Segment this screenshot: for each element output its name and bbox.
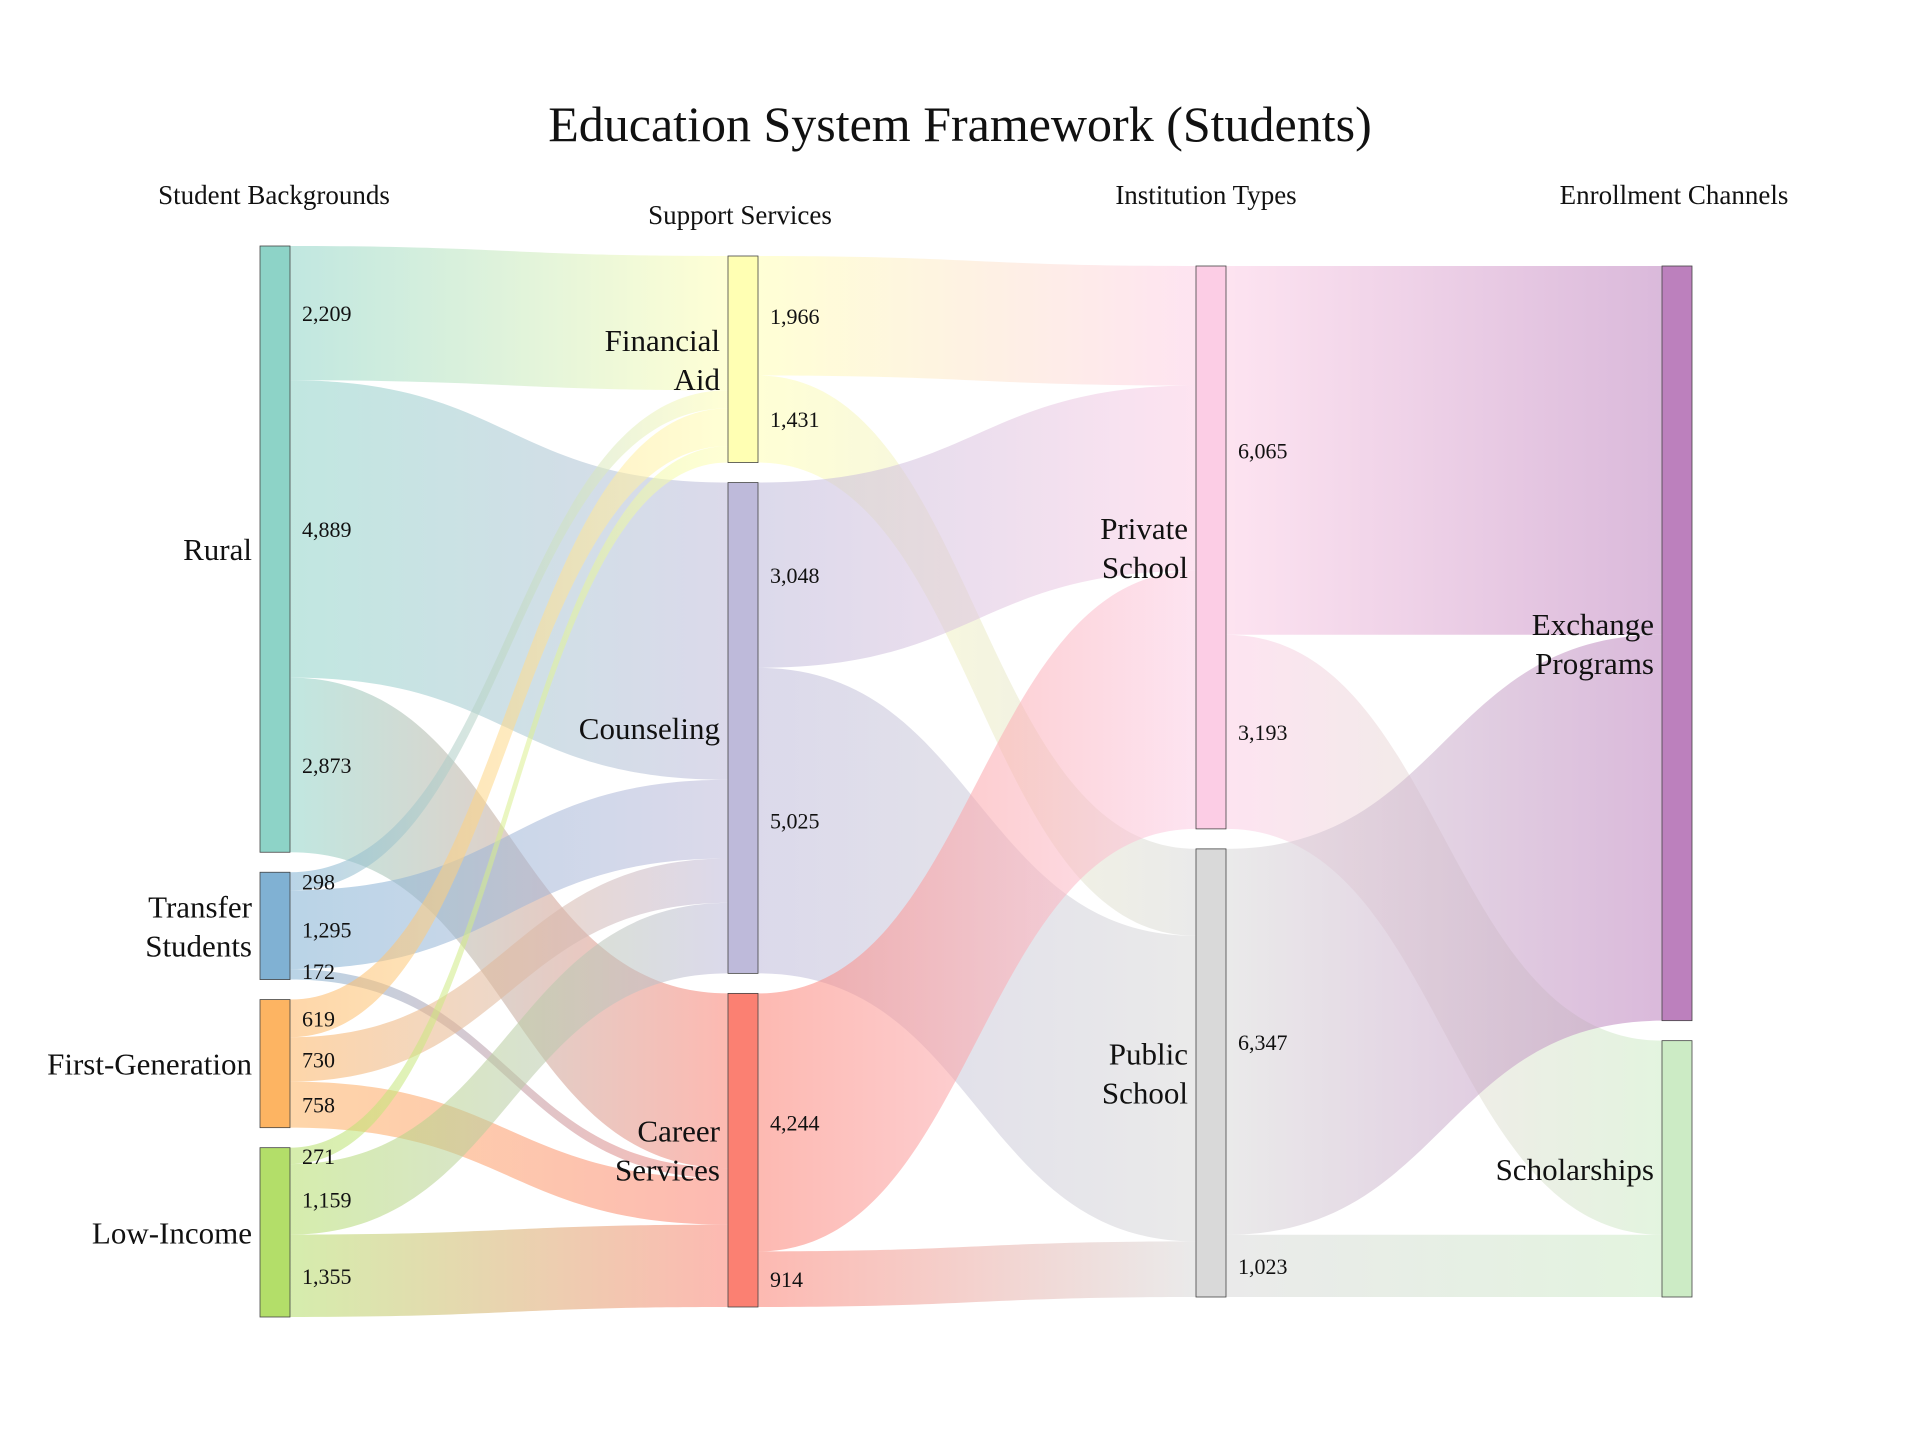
node-label-private: Private School [1100, 511, 1188, 585]
link-value-label-rural-to-counseling: 4,889 [302, 517, 352, 542]
link-finaid-to-public [758, 375, 1196, 936]
node-label-firstgen: First-Generation [47, 1047, 252, 1082]
node-label-rural: Rural [183, 532, 252, 567]
chart-title: Education System Framework (Students) [548, 96, 1372, 152]
node-lowincome [259, 1147, 291, 1318]
node-label-transfer: Transfer Students [145, 889, 252, 963]
link-value-label-rural-to-finaid: 2,209 [302, 301, 352, 326]
node-label-exchange: Exchange Programs [1532, 607, 1654, 681]
link-counseling-to-private [758, 385, 1196, 668]
node-label-career: Career Services [615, 1114, 721, 1188]
labels-group: Rural Transfer Students First-Generation Low… [47, 301, 1654, 1292]
node-rural [259, 245, 291, 853]
link-private-to-exchange [1226, 266, 1662, 635]
link-value-label-transfer-to-finaid: 298 [302, 869, 335, 894]
link-value-label-firstgen-to-career: 758 [302, 1093, 335, 1118]
link-public-to-scholar [1226, 1234, 1662, 1297]
column-header-enrollment-channels: Enrollment Channels [1559, 180, 1789, 210]
link-value-label-private-to-exchange: 6,065 [1238, 438, 1288, 463]
link-value-label-firstgen-to-finaid: 619 [302, 1006, 335, 1031]
link-lowincome-to-counseling [290, 902, 728, 1235]
column-header-student-backgrounds: Student Backgrounds [158, 180, 390, 210]
link-value-label-lowincome-to-counseling: 1,159 [302, 1187, 352, 1212]
node-private [1195, 265, 1227, 830]
links-group [290, 246, 1662, 1317]
link-lowincome-to-finaid [290, 446, 728, 1165]
link-value-label-transfer-to-counseling: 1,295 [302, 918, 352, 943]
node-public [1195, 848, 1227, 1298]
node-label-public: Public School [1102, 1036, 1188, 1110]
node-counseling [727, 482, 759, 974]
link-value-label-counseling-to-public: 5,025 [770, 809, 820, 834]
node-label-lowincome: Low-Income [92, 1215, 252, 1250]
link-firstgen-to-finaid [290, 408, 728, 1038]
link-value-label-firstgen-to-counseling: 730 [302, 1047, 335, 1072]
node-firstgen [259, 999, 291, 1129]
node-transfer [259, 871, 291, 980]
link-firstgen-to-counseling [290, 858, 728, 1082]
link-value-label-finaid-to-public: 1,431 [770, 407, 820, 432]
link-value-label-lowincome-to-career: 1,355 [302, 1264, 352, 1289]
node-exchange [1661, 265, 1693, 1022]
link-public-to-exchange [1226, 634, 1662, 1235]
nodes-group [259, 245, 1693, 1318]
link-value-label-career-to-private: 4,244 [770, 1110, 820, 1135]
link-firstgen-to-career [290, 1081, 728, 1225]
column-header-institution-types: Institution Types [1115, 180, 1297, 210]
link-career-to-public [758, 1241, 1196, 1307]
link-value-label-private-to-scholar: 3,193 [1238, 720, 1288, 745]
link-career-to-private [758, 570, 1196, 1252]
node-label-scholar: Scholarships [1496, 1152, 1654, 1187]
link-transfer-to-finaid [290, 390, 728, 891]
link-value-label-career-to-public: 914 [770, 1267, 803, 1292]
link-value-label-public-to-exchange: 6,347 [1238, 1030, 1288, 1055]
link-value-label-transfer-to-career: 172 [302, 959, 335, 984]
link-value-label-rural-to-career: 2,873 [302, 753, 352, 778]
column-header-support-services: Support Services [648, 200, 832, 230]
link-value-label-lowincome-to-finaid: 271 [302, 1144, 335, 1169]
link-lowincome-to-career [290, 1224, 728, 1317]
link-value-label-finaid-to-private: 1,966 [770, 304, 820, 329]
node-label-finaid: Financial Aid [605, 323, 721, 397]
link-rural-to-career [290, 677, 728, 1169]
node-label-counseling: Counseling [579, 711, 720, 746]
node-finaid [727, 255, 759, 463]
node-scholar [1661, 1040, 1693, 1298]
link-value-label-counseling-to-private: 3,048 [770, 563, 820, 588]
node-career [727, 992, 759, 1308]
link-value-label-public-to-scholar: 1,023 [1238, 1254, 1288, 1279]
link-transfer-to-counseling [290, 779, 728, 970]
link-finaid-to-private [758, 256, 1196, 386]
link-rural-to-finaid [290, 246, 728, 391]
